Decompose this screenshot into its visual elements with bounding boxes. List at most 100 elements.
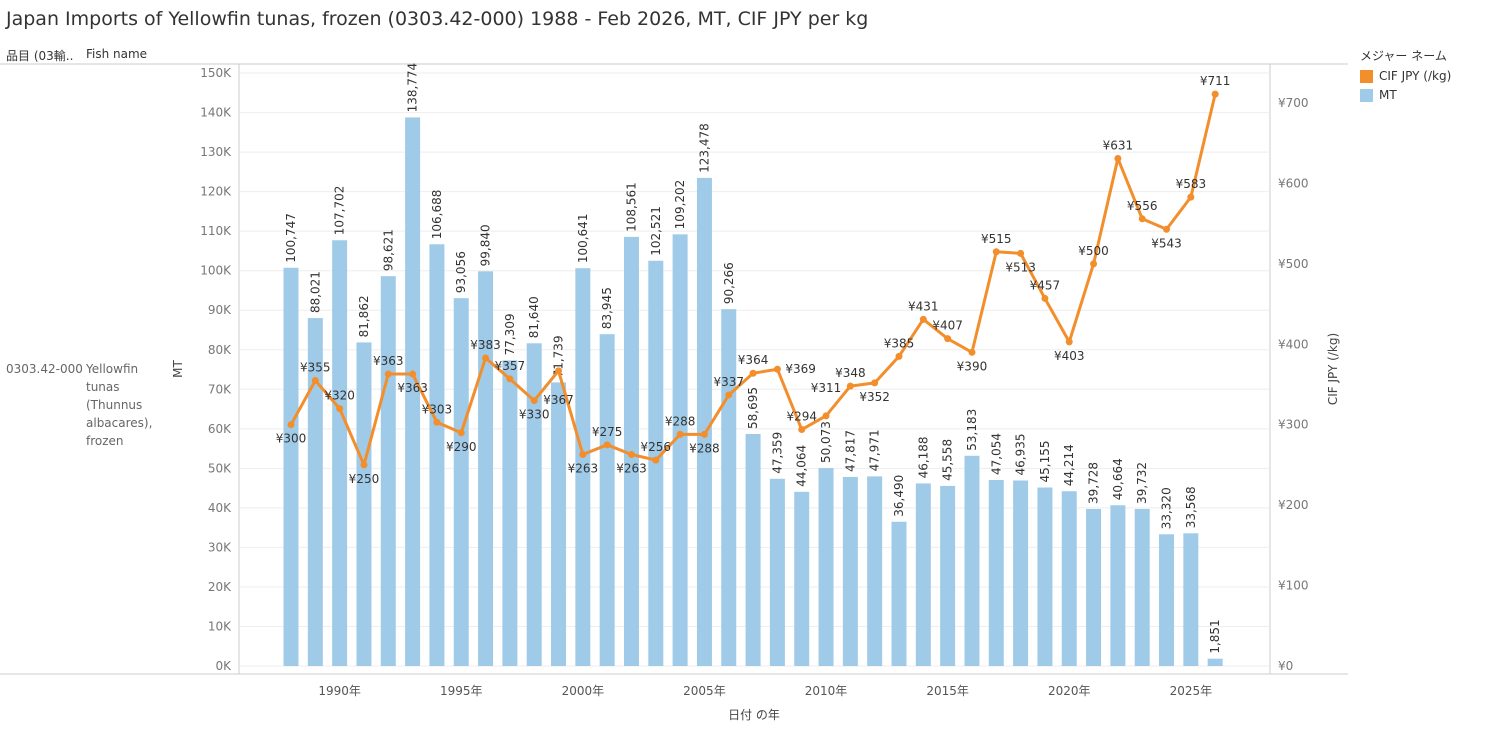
bar-data-label: 98,621 (381, 229, 395, 271)
y-tick-label: 40K (208, 501, 232, 515)
line-point-cif (1114, 154, 1122, 162)
legend-item-mt[interactable]: MT (1360, 88, 1451, 102)
line-data-label: ¥288 (665, 414, 696, 428)
bar-mt (769, 478, 785, 666)
x-tick-label: 2015年 (926, 684, 969, 698)
y-tick-label: 20K (208, 580, 232, 594)
y-tick-label: 10K (208, 619, 232, 633)
y-tick-label: 100K (200, 264, 232, 278)
bar-mt (551, 382, 567, 666)
x-axis-title: 日付 の年 (728, 708, 780, 722)
bar-mt (1037, 487, 1053, 666)
bar-data-label: 44,064 (795, 445, 809, 487)
line-data-label: ¥515 (981, 232, 1012, 246)
line-point-cif (530, 397, 538, 405)
bar-mt (283, 267, 299, 666)
bar-data-label: 45,558 (941, 439, 955, 481)
line-data-label: ¥303 (422, 402, 453, 416)
bar-mt (599, 334, 615, 666)
bar-mt (794, 491, 810, 666)
line-point-cif (773, 365, 781, 373)
line-point-cif (360, 461, 368, 469)
bar-data-label: 107,702 (333, 186, 347, 236)
legend-title: メジャー ネーム (1360, 49, 1447, 63)
line-point-cif (846, 382, 854, 390)
bar-mt (915, 483, 931, 666)
bar-mt (307, 318, 323, 666)
y2-tick-label: ¥100 (1278, 579, 1309, 593)
bar-data-label: 81,862 (357, 295, 371, 337)
bar-mt (940, 485, 956, 666)
y-tick-label: 0K (215, 659, 232, 673)
header-fish-name[interactable]: Fish name (86, 47, 148, 61)
line-data-label: ¥290 (446, 440, 477, 454)
line-data-label: ¥256 (641, 440, 672, 454)
line-data-label: ¥300 (276, 432, 307, 446)
bar-mt (818, 468, 834, 666)
line-data-label: ¥357 (495, 359, 526, 373)
y2-tick-label: ¥200 (1278, 498, 1309, 512)
y2-tick-label: ¥700 (1278, 96, 1309, 110)
line-data-label: ¥543 (1151, 236, 1182, 250)
header-item-code[interactable]: 品目 (03輸.. (6, 49, 74, 63)
bar-mt (1159, 534, 1175, 666)
line-point-cif (579, 450, 587, 458)
bar-data-label: 108,561 (624, 182, 638, 232)
line-data-label: ¥364 (738, 353, 769, 367)
bar-mt (891, 521, 907, 666)
bar-data-label: 47,971 (868, 429, 882, 471)
bar-data-label: 109,202 (673, 180, 687, 230)
line-data-label: ¥407 (932, 319, 963, 333)
line-point-cif (433, 418, 441, 426)
row-code: 0303.42-000 (6, 362, 83, 376)
bar-data-label: 47,054 (989, 433, 1003, 475)
line-data-label: ¥263 (616, 461, 647, 475)
bar-data-label: 83,945 (600, 287, 614, 329)
line-point-cif (506, 375, 514, 383)
x-tick-label: 1995年 (440, 684, 483, 698)
line-data-label: ¥583 (1176, 177, 1207, 191)
line-point-cif (627, 450, 635, 458)
line-point-cif (652, 456, 660, 464)
line-point-cif (1163, 225, 1171, 233)
bar-data-label: 123,478 (697, 123, 711, 173)
line-data-label: ¥431 (908, 299, 939, 313)
bar-mt (356, 342, 372, 666)
bar-data-label: 46,935 (1014, 433, 1028, 475)
y2-tick-label: ¥0 (1278, 659, 1293, 673)
bar-data-label: 39,728 (1087, 462, 1101, 504)
bar-data-label: 102,521 (649, 206, 663, 256)
line-data-label: ¥711 (1200, 74, 1231, 88)
bar-data-label: 77,309 (503, 313, 517, 355)
bar-mt (478, 271, 494, 666)
bar-mt (867, 476, 883, 666)
line-point-cif (1017, 249, 1025, 257)
line-data-label: ¥500 (1078, 244, 1109, 258)
line-data-label: ¥294 (786, 410, 817, 424)
line-data-label: ¥320 (324, 389, 355, 403)
bar-mt (696, 177, 712, 666)
line-data-label: ¥275 (592, 425, 623, 439)
line-data-label: ¥250 (349, 472, 380, 486)
legend-item-cif[interactable]: CIF JPY (/kg) (1360, 69, 1451, 83)
row-fish-name: Yellowfin tunas (Thunnus albacares), fro… (86, 362, 153, 448)
bar-data-label: 46,188 (916, 436, 930, 478)
bar-mt (526, 343, 542, 666)
line-point-cif (603, 441, 611, 449)
bar-data-label: 138,774 (406, 63, 420, 113)
line-point-cif (822, 412, 830, 420)
line-data-label: ¥352 (859, 390, 890, 404)
y-tick-label: 120K (200, 185, 232, 199)
bar-mt (405, 117, 421, 666)
bar-mt (842, 476, 858, 666)
line-point-cif (1138, 215, 1146, 223)
bar-mt (1061, 491, 1077, 666)
line-point-cif (336, 405, 344, 413)
bar-mt (1207, 658, 1223, 666)
bar-data-label: 58,695 (746, 387, 760, 429)
bar-mt (453, 298, 469, 666)
line-point-cif (482, 354, 490, 362)
legend-swatch-cif (1360, 69, 1373, 83)
bar-data-label: 36,490 (892, 475, 906, 517)
bar-mt (1183, 533, 1199, 666)
